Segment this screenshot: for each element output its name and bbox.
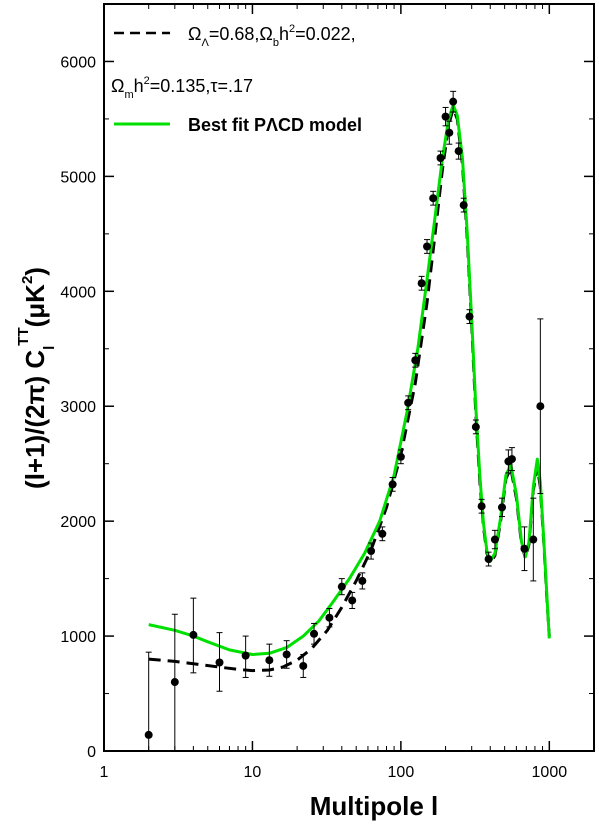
- data-point: [367, 547, 376, 556]
- data-point: [241, 651, 250, 660]
- data-point: [445, 128, 454, 137]
- legend-dashed-label-line2: Ωmh2=0.135,τ=.17: [111, 75, 253, 101]
- data-point: [520, 544, 529, 553]
- data-point: [396, 452, 405, 461]
- data-point: [529, 535, 538, 544]
- data-point: [417, 279, 426, 288]
- y-tick-label: 0: [87, 744, 96, 761]
- series-layer: [144, 90, 551, 752]
- data-point: [348, 596, 357, 605]
- data-point: [459, 201, 468, 210]
- data-point: [411, 356, 420, 365]
- data-point: [299, 661, 308, 670]
- dashed-model-curve: [148, 107, 551, 673]
- svg-text:(l+1)/(2π) ClTT(μK2): (l+1)/(2π) ClTT(μK2): [15, 267, 58, 489]
- y-tick-label: 3000: [60, 399, 96, 416]
- data-point: [436, 153, 445, 162]
- data-point: [484, 555, 493, 564]
- legend: ΩΛ=0.68,Ωbh2=0.022, Ωmh2=0.135,τ=.17 Bes…: [111, 23, 362, 135]
- y-tick-label: 5000: [60, 169, 96, 186]
- y-tick-label: 2000: [60, 514, 96, 531]
- data-point: [536, 402, 545, 411]
- tick-labels: 1 10 100 1000 0 1000 2000 3000 4000 5000 6000: [60, 54, 567, 781]
- plot-frame: [103, 3, 595, 752]
- data-point: [282, 650, 291, 659]
- data-point: [490, 535, 499, 544]
- x-axis-title: Multipole l: [310, 791, 439, 821]
- data-point: [429, 194, 438, 203]
- data-point: [337, 582, 346, 591]
- x-tick-label: 1: [100, 764, 109, 781]
- data-point: [325, 613, 334, 622]
- data-point: [144, 730, 153, 739]
- data-point: [388, 480, 397, 489]
- y-tick-label: 1000: [60, 629, 96, 646]
- data-point: [507, 455, 516, 464]
- data-point: [454, 147, 463, 156]
- data-point: [497, 503, 506, 512]
- data-point: [310, 629, 319, 638]
- data-point: [189, 630, 198, 639]
- data-point: [170, 678, 179, 687]
- data-point: [423, 242, 432, 251]
- legend-dashed-label-line1: ΩΛ=0.68,Ωbh2=0.022,: [188, 23, 356, 49]
- y-tick-label: 6000: [60, 54, 96, 71]
- y-tick-label: 4000: [60, 284, 96, 301]
- data-point: [441, 112, 450, 121]
- data-point: [358, 576, 367, 585]
- best-fit-curve: [148, 103, 551, 656]
- data-point: [471, 422, 480, 431]
- data-point: [477, 502, 486, 511]
- x-tick-label: 10: [244, 764, 262, 781]
- data-point: [465, 312, 474, 321]
- x-tick-label: 1000: [532, 764, 568, 781]
- data-point: [404, 398, 413, 407]
- legend-solid-label: Best fit PΛCD model: [188, 115, 362, 135]
- data-point: [378, 529, 387, 538]
- y-axis-title: (l+1)/(2π) ClTT(μK2): [15, 267, 58, 489]
- x-tick-label: 100: [388, 764, 415, 781]
- data-point: [215, 658, 224, 667]
- data-point: [449, 97, 458, 106]
- data-point: [265, 656, 274, 665]
